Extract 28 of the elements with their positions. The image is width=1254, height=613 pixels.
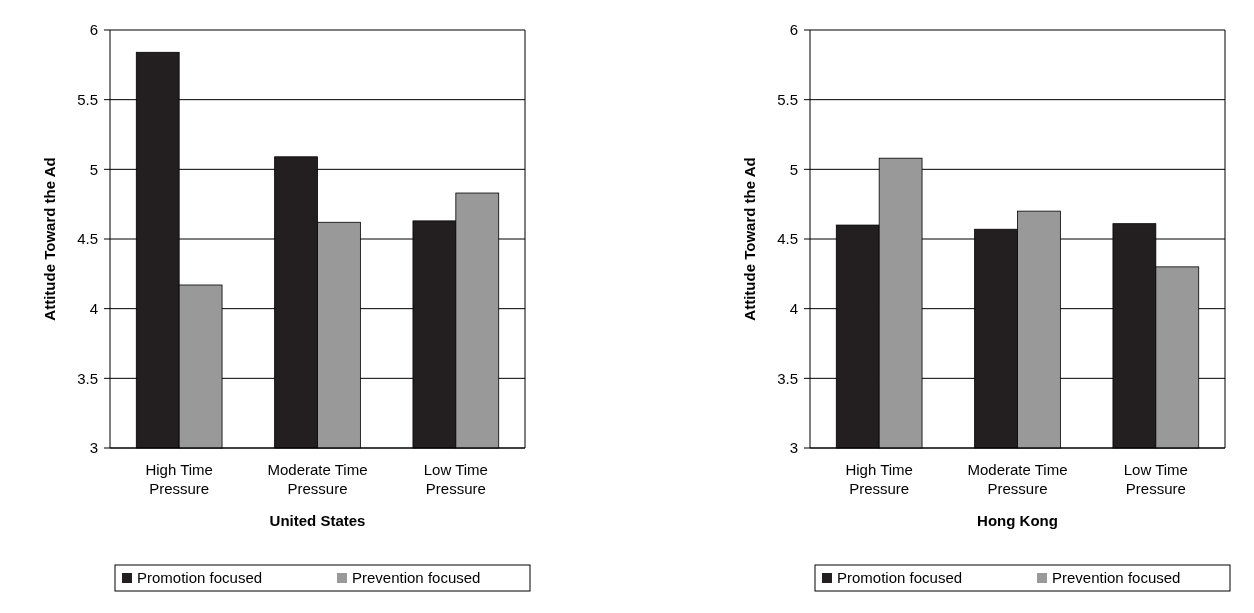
- x-tick-label: Moderate Time Pressure: [267, 461, 368, 497]
- y-axis-title: Attitude Toward the Ad: [741, 157, 758, 321]
- y-tick-label: 4.5: [77, 230, 98, 248]
- y-tick-label: 4: [89, 299, 98, 317]
- legend-label: Prevention focused: [1052, 569, 1181, 587]
- x-tick-label: Moderate Time Pressure: [967, 461, 1068, 497]
- y-tick-label: 5: [89, 160, 98, 178]
- legend-label: Promotion focused: [837, 569, 963, 587]
- legend-label: Prevention focused: [352, 569, 481, 587]
- y-tick-label: 5: [789, 160, 798, 178]
- y-tick-label: 6: [789, 21, 798, 39]
- y-tick-label: 4: [789, 299, 798, 317]
- y-tick-label: 3: [89, 439, 98, 457]
- y-tick-label: 3.5: [77, 369, 98, 387]
- y-tick-label: 5.5: [777, 90, 798, 108]
- y-tick-label: 3: [789, 439, 798, 457]
- y-tick-label: 4.5: [777, 230, 798, 248]
- x-tick-label: Low Time Pressure: [423, 461, 488, 497]
- x-axis-title: Hong Kong: [977, 512, 1058, 529]
- x-tick-label: High Time Pressure: [145, 461, 213, 497]
- x-axis-title: United States: [269, 512, 366, 529]
- legend-label: Promotion focused: [137, 569, 263, 587]
- x-tick-label: High Time Pressure: [845, 461, 913, 497]
- y-tick-label: 5.5: [77, 90, 98, 108]
- x-tick-label: Low Time Pressure: [1123, 461, 1188, 497]
- y-tick-label: 3.5: [777, 369, 798, 387]
- y-axis-title: Attitude Toward the Ad: [41, 157, 58, 321]
- y-tick-label: 6: [89, 21, 98, 39]
